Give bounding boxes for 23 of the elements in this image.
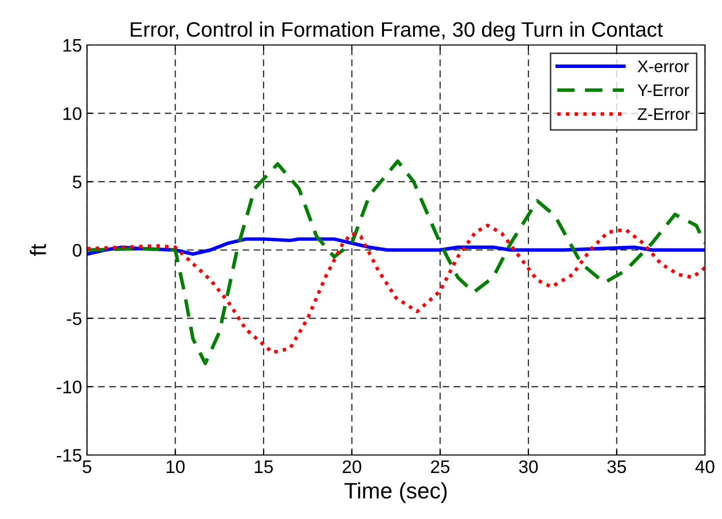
y-tick-label: 15 bbox=[63, 39, 82, 52]
line-series bbox=[87, 159, 705, 366]
y-tick-label: 0 bbox=[72, 244, 82, 257]
legend-label: X-error bbox=[638, 60, 689, 72]
line-series bbox=[87, 224, 705, 354]
y-tick-label: 10 bbox=[63, 107, 82, 120]
y-tick-label: -5 bbox=[66, 312, 82, 326]
y-tick-label: -15 bbox=[56, 449, 82, 462]
y-tick-label: -10 bbox=[56, 380, 82, 394]
x-tick-label: 30 bbox=[519, 460, 538, 474]
x-tick-label: 5 bbox=[82, 460, 92, 474]
x-tick-label: 15 bbox=[254, 460, 273, 474]
y-axis-title: ft bbox=[30, 244, 46, 256]
x-tick-label: 10 bbox=[166, 460, 185, 474]
legend-label: Y-Error bbox=[638, 84, 690, 96]
legend-label: Z-Error bbox=[638, 108, 690, 120]
x-axis-title: Time (sec) bbox=[344, 482, 447, 503]
x-tick-label: 40 bbox=[695, 460, 714, 474]
y-tick-label: 5 bbox=[72, 176, 82, 188]
x-tick-label: 20 bbox=[342, 460, 362, 474]
x-tick-label: 25 bbox=[431, 460, 450, 474]
x-tick-label: 35 bbox=[607, 460, 626, 474]
chart-title: Error, Control in Formation Frame, 30 deg Turn in Contact bbox=[130, 22, 663, 41]
